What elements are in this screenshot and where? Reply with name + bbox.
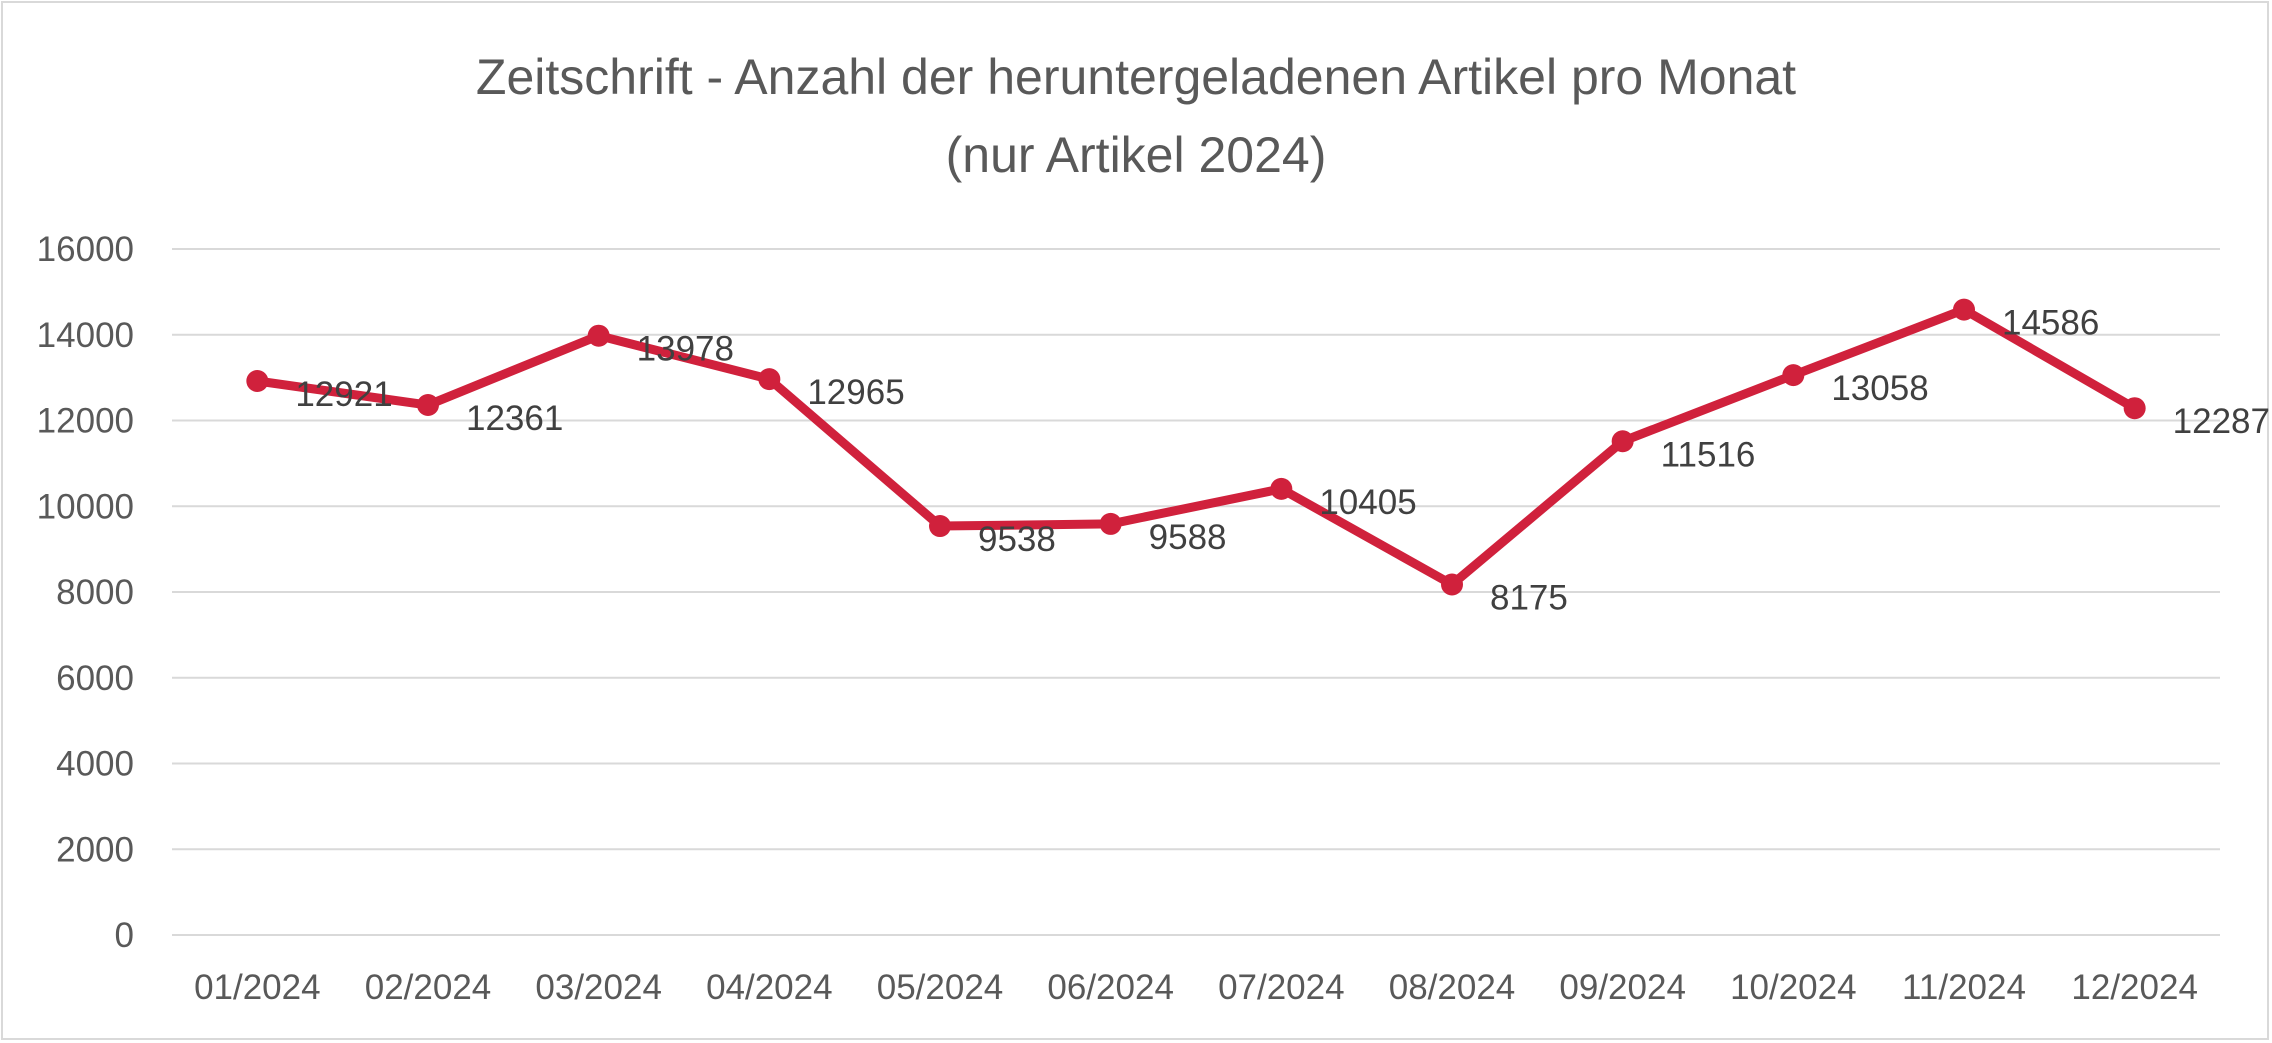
x-tick-label: 05/2024: [877, 968, 1004, 1007]
y-tick-label: 0: [115, 916, 134, 955]
data-label: 13978: [637, 330, 734, 369]
gridlines: [172, 248, 2220, 936]
data-point: [1953, 298, 1975, 321]
chart-title: Zeitschrift - Anzahl der heruntergeladen…: [476, 49, 1796, 105]
x-tick-label: 06/2024: [1047, 968, 1174, 1007]
y-tick-label: 6000: [56, 659, 134, 698]
data-label: 11516: [1661, 435, 1756, 474]
data-point: [1099, 512, 1122, 535]
data-label: 8175: [1490, 578, 1568, 617]
x-axis-ticks: 01/2024 02/2024 03/2024 04/2024 05/2024 06/20…: [194, 968, 2198, 1007]
data-label: 13058: [1831, 369, 1928, 408]
data-point: [1441, 573, 1463, 596]
data-label: 12287: [2173, 402, 2270, 441]
data-point: [587, 324, 610, 347]
data-label: 9538: [978, 520, 1056, 559]
y-tick-label: 2000: [56, 830, 134, 869]
data-point: [417, 394, 439, 417]
data-point: [1782, 364, 1805, 387]
x-tick-label: 10/2024: [1730, 968, 1857, 1007]
x-tick-label: 11/2024: [1902, 968, 2026, 1007]
series-line: [252, 305, 2140, 589]
data-label: 14586: [2002, 304, 2099, 343]
chart-subtitle: (nur Artikel 2024): [946, 127, 1327, 183]
y-tick-label: 8000: [56, 573, 134, 612]
data-label: 12965: [807, 373, 904, 412]
x-tick-label: 12/2024: [2071, 968, 2198, 1007]
data-point: [929, 515, 951, 538]
series-line-group: [246, 298, 2146, 596]
y-tick-label: 14000: [37, 316, 134, 355]
y-tick-label: 16000: [37, 230, 134, 269]
data-point: [2123, 397, 2146, 420]
y-tick-label: 4000: [56, 745, 134, 784]
x-tick-label: 02/2024: [365, 968, 492, 1007]
y-tick-label: 12000: [37, 402, 134, 441]
x-tick-label: 09/2024: [1559, 968, 1686, 1007]
data-label: 12921: [295, 375, 392, 414]
data-label: 12361: [466, 399, 563, 438]
x-tick-label: 07/2024: [1218, 968, 1345, 1007]
y-tick-label: 10000: [37, 487, 134, 526]
x-tick-label: 08/2024: [1389, 968, 1516, 1007]
data-point: [1611, 430, 1634, 453]
data-point: [246, 370, 269, 393]
data-label: 9588: [1149, 518, 1227, 557]
x-tick-label: 03/2024: [535, 968, 662, 1007]
y-axis-ticks: 0 2000 4000 6000 8000 10000 12000 14000 16000: [37, 230, 134, 955]
data-label: 10405: [1319, 483, 1416, 522]
x-tick-label: 01/2024: [194, 968, 321, 1007]
data-point: [1270, 477, 1293, 500]
x-tick-label: 04/2024: [706, 968, 833, 1007]
data-labels: 12921 12361 13978 12965 9538 9588 10405 8175 115…: [295, 304, 2270, 618]
data-point: [758, 368, 781, 391]
